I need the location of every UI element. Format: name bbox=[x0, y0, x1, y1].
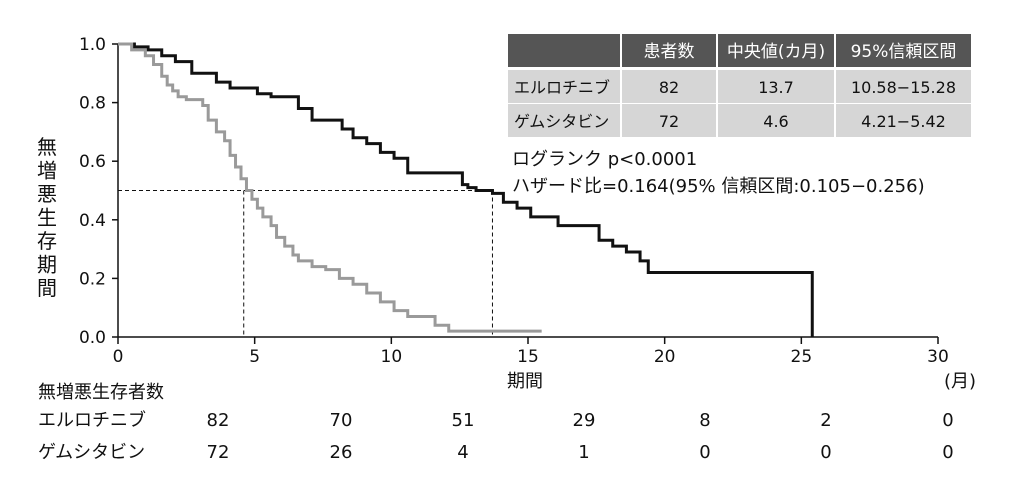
y-tick-label: 0.4 bbox=[79, 211, 106, 231]
x-tick-label: 30 bbox=[927, 347, 949, 367]
x-tick-label: 25 bbox=[791, 347, 813, 367]
risk-value: 8 bbox=[699, 410, 710, 431]
summary-cell-text: 13.7 bbox=[758, 78, 794, 97]
summary-header-text: 患者数 bbox=[644, 42, 695, 62]
risk-row-label: ゲムシタビン bbox=[38, 442, 145, 463]
risk-value: 0 bbox=[942, 442, 953, 463]
y-ticks: 0.0 0.2 0.4 0.6 0.8 1.0 bbox=[79, 35, 118, 348]
x-tick-label: 20 bbox=[654, 347, 676, 367]
summary-cell bbox=[718, 70, 834, 103]
summary-cell bbox=[836, 104, 971, 137]
risk-value: 29 bbox=[573, 410, 596, 431]
risk-value: 0 bbox=[820, 442, 831, 463]
series-line-erlotinib bbox=[118, 42, 814, 337]
risk-table-title: 無増悪生存者数 bbox=[38, 382, 164, 403]
x-axis-unit: (月) bbox=[944, 371, 976, 392]
x-tick-label: 0 bbox=[113, 347, 124, 367]
summary-header-cell bbox=[508, 34, 620, 67]
summary-cell-text: 4.6 bbox=[763, 112, 788, 131]
y-tick-label: 0.2 bbox=[79, 269, 106, 289]
summary-cell bbox=[508, 104, 620, 137]
x-tick-label: 5 bbox=[249, 347, 260, 367]
x-ticks: 0 5 10 15 20 25 30 bbox=[113, 337, 949, 367]
summary-cell-text: ゲムシタビン bbox=[514, 112, 609, 131]
summary-header-text: 中央値(カ月) bbox=[727, 42, 825, 62]
y-axis-label: 無増悪生存期間 bbox=[37, 135, 57, 300]
y-tick-label: 0.0 bbox=[79, 328, 106, 348]
summary-cell-text: 4.21−5.42 bbox=[861, 112, 946, 131]
x-axis-label: 期間 bbox=[507, 371, 543, 392]
y-tick-label: 0.8 bbox=[79, 94, 106, 114]
risk-value: 82 bbox=[207, 410, 230, 431]
summary-cell bbox=[508, 70, 620, 103]
risk-value: 0 bbox=[942, 410, 953, 431]
risk-value: 2 bbox=[820, 410, 831, 431]
summary-cell-text: 10.58−15.28 bbox=[851, 78, 956, 97]
summary-cell-text: 82 bbox=[659, 78, 679, 97]
logrank-text: ログランク p<0.0001 bbox=[512, 149, 697, 170]
median-lines bbox=[118, 190, 493, 337]
risk-row-label: エルロチニブ bbox=[38, 409, 146, 431]
summary-header-cell bbox=[718, 34, 834, 67]
risk-value: 70 bbox=[330, 410, 353, 431]
y-tick-label: 0.6 bbox=[79, 152, 106, 172]
series-line-gemcitabine bbox=[118, 42, 542, 333]
summary-cell bbox=[718, 104, 834, 137]
risk-value: 51 bbox=[452, 410, 475, 431]
risk-value: 26 bbox=[330, 442, 353, 463]
summary-header-text: 95%信頼区間 bbox=[851, 42, 957, 62]
summary-header-cell bbox=[836, 34, 971, 67]
x-tick-label: 10 bbox=[381, 347, 403, 367]
summary-cell bbox=[622, 104, 716, 137]
summary-cell bbox=[836, 70, 971, 103]
risk-value: 0 bbox=[699, 442, 710, 463]
risk-value: 72 bbox=[207, 442, 230, 463]
summary-cell bbox=[622, 70, 716, 103]
y-tick-label: 1.0 bbox=[79, 35, 106, 55]
summary-cell-text: エルロチニブ bbox=[514, 78, 610, 97]
summary-header-cell bbox=[622, 34, 716, 67]
x-tick-label: 15 bbox=[517, 347, 539, 367]
risk-value: 1 bbox=[578, 442, 589, 463]
risk-value: 4 bbox=[457, 442, 468, 463]
summary-cell-text: 72 bbox=[659, 112, 679, 131]
survival-curves bbox=[118, 42, 814, 337]
hazard-ratio-text: ハザード比=0.164(95% 信頼区間:0.105−0.256) bbox=[512, 176, 925, 197]
